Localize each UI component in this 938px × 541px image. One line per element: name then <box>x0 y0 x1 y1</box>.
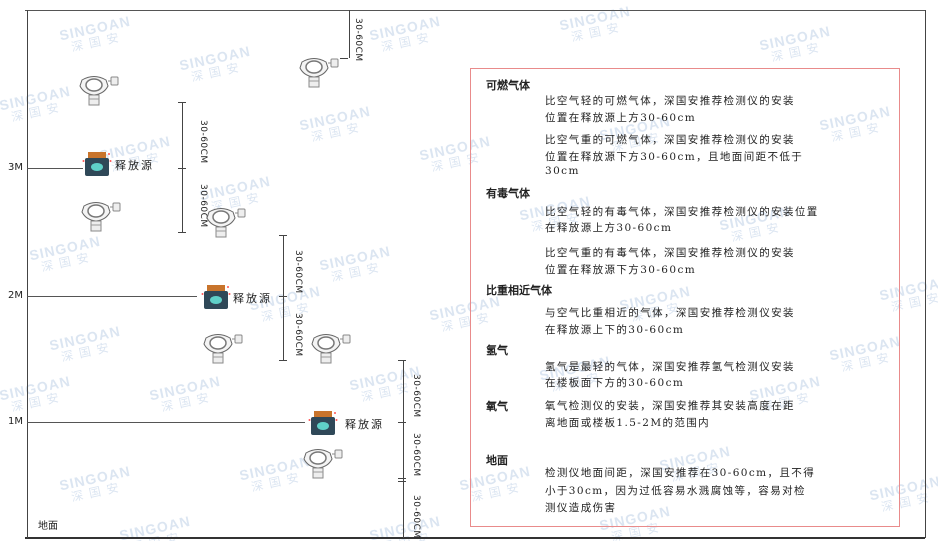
ground-label: 地面 <box>38 521 58 532</box>
dimension-tick <box>398 478 406 479</box>
release-source-icon <box>308 410 338 440</box>
heading-hydrogen: 氢气 <box>486 344 508 357</box>
similar-density-line: 与空气比重相近的气体，深国安推荐检测仪安装 <box>545 307 795 319</box>
combustible-lighter-line: 位置在释放源上方30-60cm <box>545 112 697 124</box>
dimension-tick <box>398 360 406 361</box>
right-wall-line <box>925 10 926 538</box>
dimension-tick <box>279 360 287 361</box>
gas-detector-icon <box>310 332 352 368</box>
release-source-label: 释放源 <box>345 418 384 431</box>
gas-detector-icon <box>80 200 122 236</box>
heading-toxic: 有毒气体 <box>486 187 530 200</box>
release-source-icon <box>201 284 231 314</box>
dimension-tick <box>279 296 287 297</box>
gas-detector-icon <box>302 447 344 483</box>
release-source-icon <box>82 151 112 181</box>
similar-density-line: 在释放源上下的30-60cm <box>545 324 685 336</box>
ceiling-line <box>25 10 925 11</box>
combustible-heavier-line: 位置在释放源下方30-60cm，且地面间距不低于 <box>545 151 804 163</box>
ground-line-text: 测仪造成伤害 <box>545 502 617 514</box>
left-wall-line <box>27 10 28 538</box>
heading-combustible: 可燃气体 <box>486 79 530 92</box>
dimension-tick <box>340 58 348 59</box>
dimension-tick <box>178 102 186 103</box>
dimension-tick <box>279 235 287 236</box>
heading-oxygen: 氧气 <box>486 400 508 413</box>
dimension-line <box>403 360 404 538</box>
dimension-line <box>349 10 350 58</box>
oxygen-line: 离地面或楼板1.5-2M的范围内 <box>545 417 711 429</box>
hydrogen-line: 氢气是最轻的气体，深国安推荐氢气检测仪安装 <box>545 361 795 373</box>
ground-line-text: 检测仪地面间距，深国安推荐在30-60cm，且不得 <box>545 467 816 479</box>
dimension-label: 30-60CM <box>411 495 421 539</box>
dimension-tick <box>398 481 406 482</box>
hydrogen-line: 在楼板面下方的30-60cm <box>545 377 685 389</box>
level-3m-label: 3M <box>8 162 23 173</box>
gas-detector-icon <box>298 56 340 92</box>
installation-guidelines-panel <box>470 68 900 527</box>
level-3m-line <box>27 168 83 169</box>
level-1m-label: 1M <box>8 416 23 427</box>
dimension-tick <box>178 168 186 169</box>
dimension-line <box>283 235 284 360</box>
toxic-lighter-line: 比空气轻的有毒气体，深国安推荐检测仪的安装位置 <box>545 206 819 218</box>
toxic-heavier-line: 位置在释放源下方30-60cm <box>545 264 697 276</box>
level-1m-line <box>27 422 305 423</box>
gas-detector-icon <box>205 206 247 242</box>
gas-detector-icon <box>78 74 120 110</box>
toxic-heavier-line: 比空气重的有毒气体，深国安推荐检测仪的安装 <box>545 247 795 259</box>
release-source-label: 释放源 <box>115 159 154 172</box>
toxic-lighter-line: 在释放源上方30-60cm <box>545 222 673 234</box>
dimension-label: 30-60CM <box>353 18 363 62</box>
dimension-label: 30-60CM <box>293 250 303 294</box>
dimension-tick <box>398 422 406 423</box>
heading-ground: 地面 <box>486 454 508 467</box>
dimension-label: 30-60CM <box>411 374 421 418</box>
combustible-lighter-line: 比空气轻的可燃气体，深国安推荐检测仪的安装 <box>545 95 795 107</box>
dimension-line <box>182 102 183 232</box>
oxygen-line: 氧气检测仪的安装，深国安推荐其安装高度在距 <box>545 400 795 412</box>
release-source-label: 释放源 <box>233 292 272 305</box>
dimension-label: 30-60CM <box>198 120 208 164</box>
combustible-heavier-line: 30cm <box>545 165 580 177</box>
combustible-heavier-line: 比空气重的可燃气体，深国安推荐检测仪的安装 <box>545 134 795 146</box>
heading-similar-density: 比重相近气体 <box>486 284 552 297</box>
level-2m-label: 2M <box>8 290 23 301</box>
dimension-label: 30-60CM <box>411 433 421 477</box>
ground-line-text: 小于30cm，因为过低容易水溅腐蚀等，容易对检 <box>545 485 806 497</box>
level-2m-line <box>27 296 197 297</box>
gas-detector-icon <box>202 332 244 368</box>
dimension-tick <box>178 232 186 233</box>
dimension-label: 30-60CM <box>293 313 303 357</box>
ground-line <box>25 537 925 539</box>
